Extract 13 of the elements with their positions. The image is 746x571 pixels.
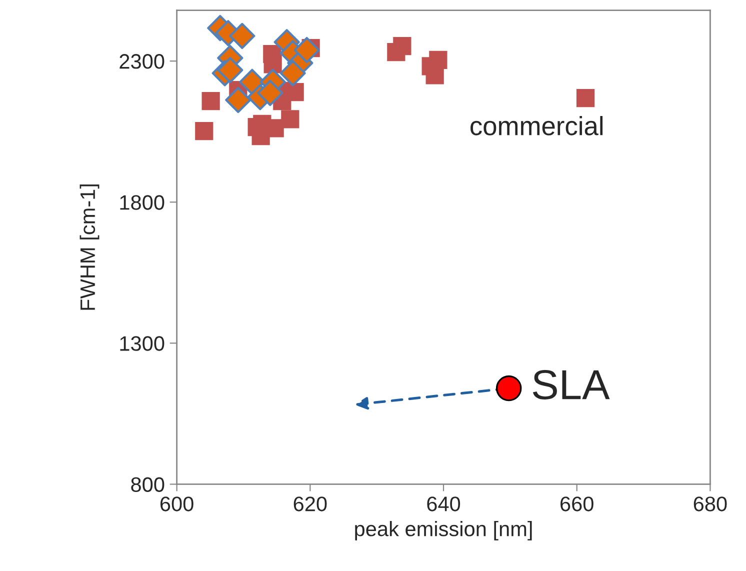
annotation: SLA — [532, 370, 610, 400]
x-tick-label: 640 — [427, 496, 460, 512]
x-tick-label: 660 — [560, 496, 594, 512]
annotation: commercial — [470, 116, 603, 136]
y-tick-label: 2300 — [120, 54, 164, 69]
x-tick-label: 600 — [160, 496, 194, 512]
y-axis-title: FWHM [cm-1] — [80, 184, 100, 310]
y-tick-label: 1300 — [120, 336, 164, 351]
y-tick-label: 800 — [131, 477, 164, 492]
x-axis-title: peak emission [nm] — [355, 520, 532, 540]
x-tick-label: 680 — [694, 496, 727, 512]
x-tick-label: 620 — [294, 496, 327, 512]
y-tick-label: 1800 — [120, 195, 164, 210]
